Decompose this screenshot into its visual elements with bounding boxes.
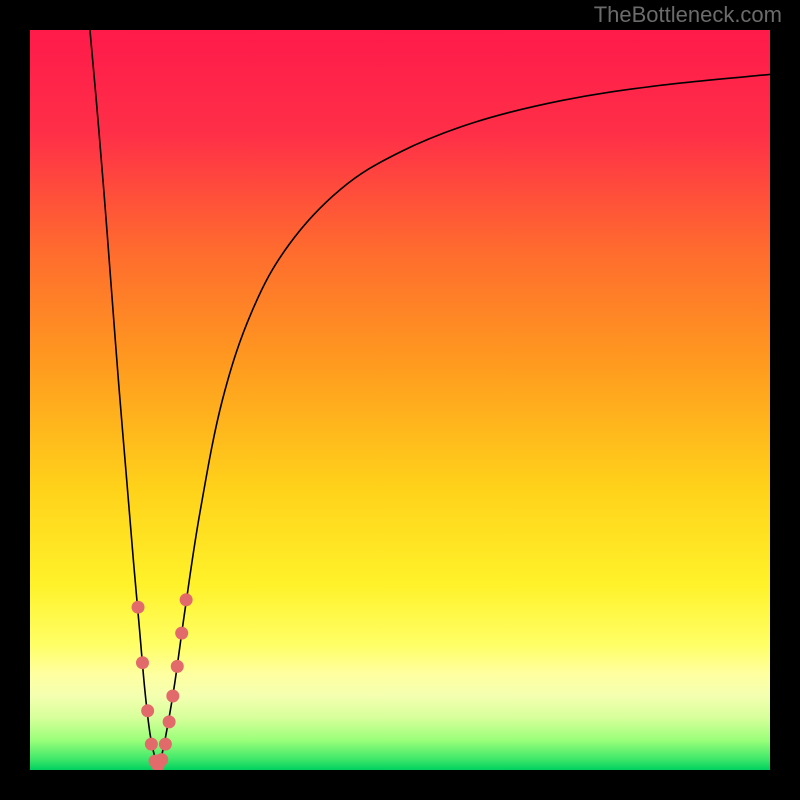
chart-container: TheBottleneck.com — [0, 0, 800, 800]
data-marker — [166, 690, 179, 703]
data-marker — [159, 738, 172, 751]
data-marker — [175, 627, 188, 640]
data-marker — [163, 715, 176, 728]
data-marker — [155, 753, 168, 766]
data-marker — [132, 601, 145, 614]
data-marker — [145, 738, 158, 751]
data-marker — [180, 593, 193, 606]
data-marker — [136, 656, 149, 669]
data-marker — [141, 704, 154, 717]
data-marker — [171, 660, 184, 673]
plot-svg — [30, 30, 770, 770]
watermark-text: TheBottleneck.com — [594, 2, 782, 28]
